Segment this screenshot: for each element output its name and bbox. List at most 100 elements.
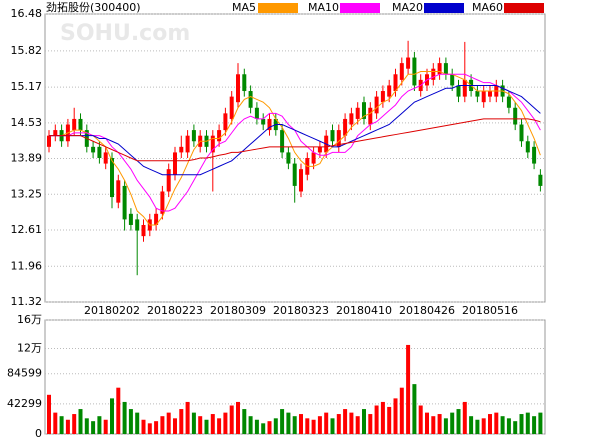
volume-bar xyxy=(362,409,366,434)
volume-bar xyxy=(242,409,247,434)
ma-line xyxy=(49,118,541,162)
candle-body xyxy=(185,135,190,153)
y-tick-label: 15.82 xyxy=(11,44,43,57)
candle-body xyxy=(443,63,448,75)
candle-body xyxy=(236,74,240,103)
volume-bar xyxy=(532,416,537,434)
candle-body xyxy=(53,130,58,136)
volume-bar xyxy=(267,421,272,434)
candle-body xyxy=(299,169,303,192)
volume-bar xyxy=(336,414,341,434)
volume-bar xyxy=(286,412,291,434)
volume-bar xyxy=(418,405,423,434)
volume-bar xyxy=(72,414,77,434)
volume-bar xyxy=(387,406,392,434)
candle-body xyxy=(450,74,455,86)
volume-bar xyxy=(110,398,114,434)
volume-tick-label: 42299 xyxy=(7,397,42,410)
volume-bar xyxy=(160,416,165,434)
candle-body xyxy=(166,169,171,192)
legend-label: MA5 xyxy=(232,1,256,14)
legend-label: MA10 xyxy=(308,1,339,14)
x-tick-label: 20180516 xyxy=(462,304,518,317)
volume-bar xyxy=(393,398,398,434)
candle-body xyxy=(481,91,486,103)
candle-body xyxy=(406,57,411,69)
volume-bar xyxy=(481,418,486,434)
candle-body xyxy=(280,130,285,153)
candle-body xyxy=(103,152,108,164)
volume-bar xyxy=(248,416,253,434)
candle-body xyxy=(47,135,51,147)
candle-body xyxy=(506,96,511,108)
volume-bar xyxy=(343,409,348,434)
volume-bar xyxy=(456,409,461,434)
volume-bar xyxy=(103,419,108,434)
legend-swatch xyxy=(424,3,464,13)
candle-body xyxy=(242,74,247,92)
candle-body xyxy=(292,163,297,186)
volume-bar xyxy=(53,412,58,434)
volume-bar xyxy=(47,394,51,434)
volume-bar xyxy=(210,414,215,434)
volume-bar xyxy=(538,412,543,434)
volume-bar xyxy=(488,414,492,434)
volume-tick-label: 0 xyxy=(35,427,42,440)
candle-body xyxy=(122,185,127,220)
candle-body xyxy=(437,63,442,75)
volume-bar xyxy=(506,418,511,434)
volume-bar xyxy=(198,416,203,434)
candle-body xyxy=(97,146,102,158)
volume-tick-label: 12万 xyxy=(17,342,42,355)
volume-bar xyxy=(84,418,89,434)
candle-body xyxy=(78,118,83,131)
candle-body xyxy=(525,141,530,153)
volume-bar xyxy=(311,419,316,434)
y-tick-label: 15.17 xyxy=(11,80,43,93)
volume-bar xyxy=(443,418,448,434)
volume-bar xyxy=(173,418,177,434)
candle-body xyxy=(475,91,480,97)
ma-line xyxy=(49,70,541,226)
candle-body xyxy=(311,152,316,164)
candle-body xyxy=(254,107,259,119)
candle-body xyxy=(538,174,543,186)
candle-body xyxy=(519,124,524,142)
candle-body xyxy=(387,85,392,97)
volume-bar xyxy=(437,414,442,434)
volume-bar xyxy=(78,409,83,434)
volume-tick-label: 84599 xyxy=(7,367,42,380)
volume-bar xyxy=(368,414,373,434)
volume-bar xyxy=(273,418,278,434)
candle-body xyxy=(135,219,140,231)
x-tick-label: 20180426 xyxy=(399,304,455,317)
volume-bar xyxy=(154,421,159,434)
candle-body xyxy=(330,130,335,142)
y-tick-label: 12.61 xyxy=(11,223,43,236)
x-tick-label: 20180323 xyxy=(273,304,329,317)
candle-body xyxy=(248,91,253,108)
x-tick-label: 20180410 xyxy=(336,304,392,317)
volume-bar xyxy=(324,412,329,434)
legend-label: MA20 xyxy=(392,1,423,14)
candle-body xyxy=(513,107,518,125)
volume-bar xyxy=(261,423,266,434)
volume-bar xyxy=(494,412,499,434)
x-tick-label: 20180202 xyxy=(84,304,140,317)
candle-body xyxy=(128,213,133,225)
candle-body xyxy=(393,74,398,92)
y-tick-label: 13.89 xyxy=(11,152,43,165)
volume-bar xyxy=(191,412,196,434)
volume-bar xyxy=(166,412,171,434)
volume-bar xyxy=(469,416,474,434)
candle-body xyxy=(374,96,379,114)
candle-body xyxy=(261,118,266,125)
candle-body xyxy=(286,152,291,164)
volume-bar xyxy=(91,421,96,434)
x-tick-label: 20180309 xyxy=(210,304,266,317)
volume-bar xyxy=(305,418,310,434)
volume-bar xyxy=(513,421,518,434)
candle-body xyxy=(110,158,114,198)
y-tick-label: 11.32 xyxy=(11,295,43,308)
